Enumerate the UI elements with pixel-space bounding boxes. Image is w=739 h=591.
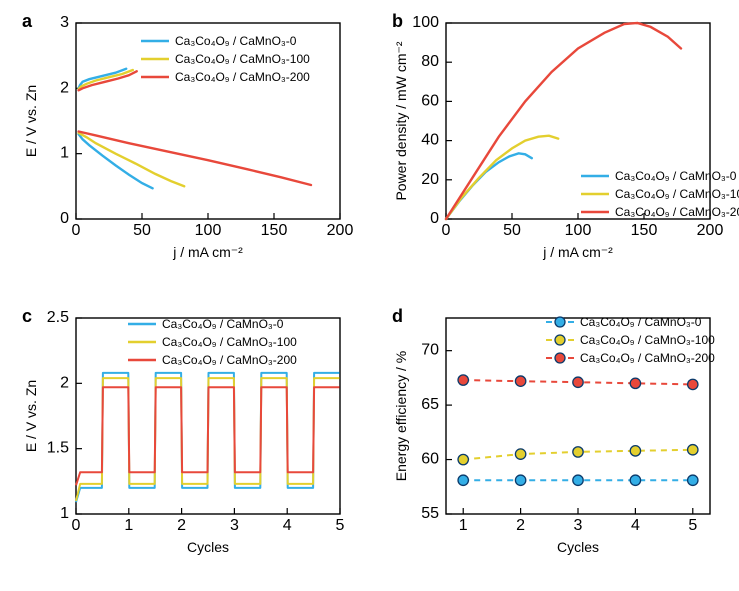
panel-b: b050100150200020406080100j / mA cm⁻²Powe… [390, 15, 720, 263]
svg-text:65: 65 [421, 396, 439, 413]
svg-text:3: 3 [230, 517, 239, 534]
svg-text:Ca₃Co₄O₉ / CaMnO₃-100: Ca₃Co₄O₉ / CaMnO₃-100 [175, 52, 310, 66]
svg-text:1: 1 [60, 145, 69, 162]
svg-text:0: 0 [60, 210, 69, 227]
svg-text:Cycles: Cycles [187, 539, 229, 555]
svg-text:Ca₃Co₄O₉ / CaMnO₃-200: Ca₃Co₄O₉ / CaMnO₃-200 [615, 205, 739, 219]
chart-a: 0501001502000123j / mA cm⁻²E / V vs. ZnC… [20, 15, 350, 263]
svg-text:200: 200 [697, 222, 724, 239]
svg-text:100: 100 [195, 222, 222, 239]
svg-text:Ca₃Co₄O₉ / CaMnO₃-0: Ca₃Co₄O₉ / CaMnO₃-0 [162, 317, 284, 331]
svg-text:0: 0 [430, 210, 439, 227]
svg-text:Ca₃Co₄O₉ / CaMnO₃-0: Ca₃Co₄O₉ / CaMnO₃-0 [615, 169, 737, 183]
svg-text:j / mA cm⁻²: j / mA cm⁻² [542, 244, 613, 260]
svg-text:4: 4 [283, 517, 292, 534]
svg-text:E / V vs. Zn: E / V vs. Zn [23, 380, 39, 452]
panel-label-d: d [392, 306, 403, 327]
svg-text:50: 50 [503, 222, 521, 239]
svg-text:5: 5 [688, 517, 697, 534]
svg-text:60: 60 [421, 451, 439, 468]
svg-text:Ca₃Co₄O₉ / CaMnO₃-100: Ca₃Co₄O₉ / CaMnO₃-100 [162, 335, 297, 349]
svg-text:Power density / mW cm⁻²: Power density / mW cm⁻² [393, 41, 409, 200]
svg-text:1: 1 [124, 517, 133, 534]
svg-text:1: 1 [60, 505, 69, 522]
svg-text:Ca₃Co₄O₉ / CaMnO₃-200: Ca₃Co₄O₉ / CaMnO₃-200 [580, 351, 715, 365]
svg-text:0: 0 [72, 517, 81, 534]
svg-text:2.5: 2.5 [47, 309, 69, 326]
svg-text:1: 1 [459, 517, 468, 534]
svg-text:E / V vs. Zn: E / V vs. Zn [23, 85, 39, 157]
svg-text:Ca₃Co₄O₉ / CaMnO₃-200: Ca₃Co₄O₉ / CaMnO₃-200 [162, 353, 297, 367]
panel-label-c: c [22, 306, 32, 327]
panel-d: d1234555606570CyclesEnergy efficiency / … [390, 310, 720, 558]
svg-text:80: 80 [421, 53, 439, 70]
panel-a: a0501001502000123j / mA cm⁻²E / V vs. Zn… [20, 15, 350, 263]
svg-text:100: 100 [565, 222, 592, 239]
svg-text:4: 4 [631, 517, 640, 534]
svg-text:20: 20 [421, 171, 439, 188]
chart-b: 050100150200020406080100j / mA cm⁻²Power… [390, 15, 720, 263]
svg-text:100: 100 [412, 14, 439, 31]
svg-text:j / mA cm⁻²: j / mA cm⁻² [172, 244, 243, 260]
panel-label-a: a [22, 11, 32, 32]
svg-text:200: 200 [327, 222, 354, 239]
svg-text:50: 50 [133, 222, 151, 239]
svg-text:Ca₃Co₄O₉ / CaMnO₃-100: Ca₃Co₄O₉ / CaMnO₃-100 [615, 187, 739, 201]
svg-text:Ca₃Co₄O₉ / CaMnO₃-200: Ca₃Co₄O₉ / CaMnO₃-200 [175, 70, 310, 84]
svg-text:2: 2 [516, 517, 525, 534]
chart-c: 01234511.522.5CyclesE / V vs. ZnCa₃Co₄O₉… [20, 310, 350, 558]
svg-text:55: 55 [421, 505, 439, 522]
svg-text:3: 3 [574, 517, 583, 534]
svg-text:3: 3 [60, 14, 69, 31]
svg-text:Ca₃Co₄O₉ / CaMnO₃-100: Ca₃Co₄O₉ / CaMnO₃-100 [580, 333, 715, 347]
svg-text:Cycles: Cycles [557, 539, 599, 555]
chart-d: 1234555606570CyclesEnergy efficiency / %… [390, 310, 720, 558]
svg-text:70: 70 [421, 342, 439, 359]
svg-text:1.5: 1.5 [47, 440, 69, 457]
svg-text:150: 150 [261, 222, 288, 239]
svg-text:5: 5 [336, 517, 345, 534]
svg-text:2: 2 [60, 374, 69, 391]
svg-text:60: 60 [421, 92, 439, 109]
svg-text:2: 2 [177, 517, 186, 534]
svg-text:0: 0 [72, 222, 81, 239]
svg-text:Ca₃Co₄O₉ / CaMnO₃-0: Ca₃Co₄O₉ / CaMnO₃-0 [175, 34, 297, 48]
svg-text:0: 0 [442, 222, 451, 239]
svg-text:2: 2 [60, 79, 69, 96]
svg-text:40: 40 [421, 132, 439, 149]
panel-c: c01234511.522.5CyclesE / V vs. ZnCa₃Co₄O… [20, 310, 350, 558]
svg-text:150: 150 [631, 222, 658, 239]
panel-label-b: b [392, 11, 403, 32]
svg-text:Energy efficiency / %: Energy efficiency / % [393, 351, 409, 481]
svg-text:Ca₃Co₄O₉ / CaMnO₃-0: Ca₃Co₄O₉ / CaMnO₃-0 [580, 315, 702, 329]
